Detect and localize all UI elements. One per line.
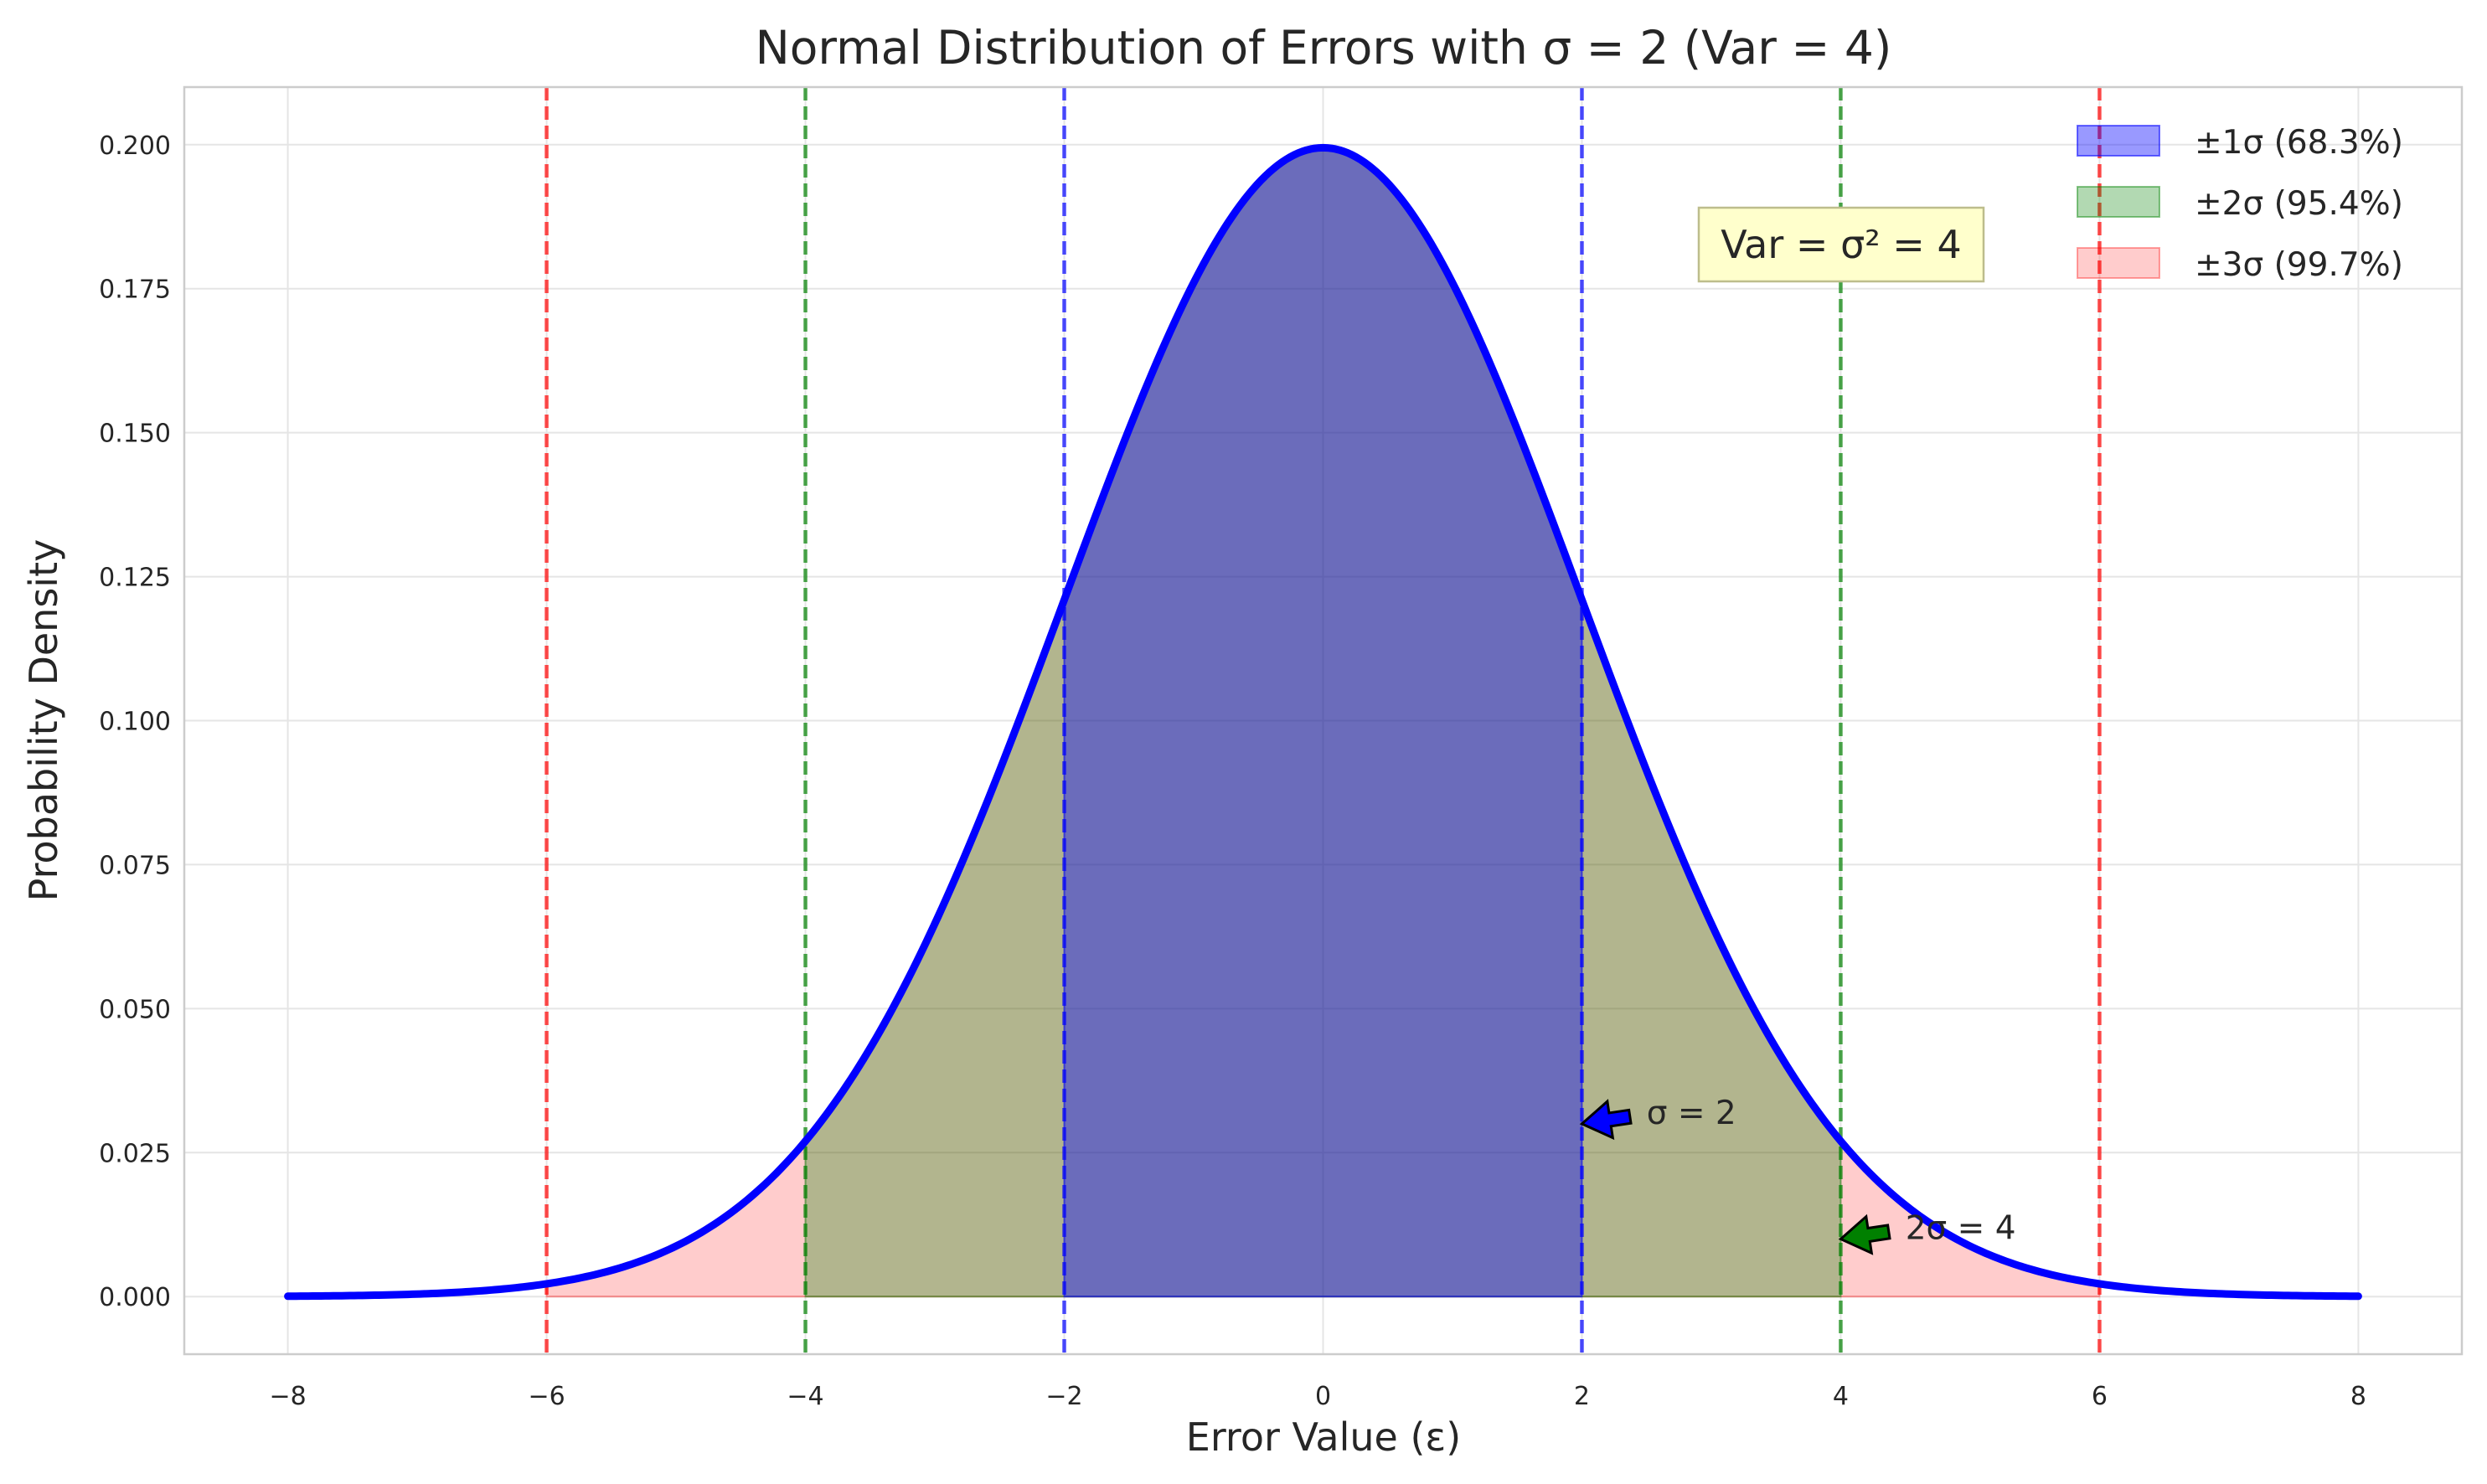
x-ticks: −8 −6 −4 −2 0 2 4 6 8 <box>269 1382 2366 1411</box>
y-ticks: 0.000 0.025 0.050 0.075 0.100 0.125 0.150 0.175… <box>99 131 171 1312</box>
chart-title: Normal Distribution of Errors with σ = 2… <box>756 21 1892 75</box>
y-tick-label: 0.150 <box>99 420 171 449</box>
x-tick-label: −2 <box>1045 1382 1082 1411</box>
annotation-text-1: σ = 2 <box>1647 1095 1736 1132</box>
legend-label-3sigma: ±3σ (99.7%) <box>2195 246 2403 284</box>
annotation-arrow-2 <box>1838 1213 1891 1255</box>
y-tick-label: 0.025 <box>99 1139 171 1168</box>
x-tick-label: −6 <box>528 1382 565 1411</box>
legend-label-2sigma: ±2σ (95.4%) <box>2195 185 2403 223</box>
annotation-text-2: 2σ = 4 <box>1906 1210 2016 1248</box>
curve <box>284 143 2362 1301</box>
y-axis-label: Probability Density <box>21 539 66 902</box>
variance-textbox-bg <box>1697 206 1985 283</box>
legend: ±1σ (68.3%) ±2σ (95.4%) ±3σ (99.7%) <box>2077 124 2403 284</box>
x-tick-label: −8 <box>269 1382 306 1411</box>
x-tick-label: −4 <box>787 1382 823 1411</box>
x-tick-label: 4 <box>1833 1382 1849 1411</box>
y-tick-label: 0.075 <box>99 851 171 880</box>
y-tick-label: 0.175 <box>99 276 171 305</box>
x-tick-label: 0 <box>1315 1382 1331 1411</box>
legend-swatch-3sigma <box>2077 247 2160 279</box>
legend-swatch-2sigma <box>2077 186 2160 218</box>
y-tick-label: 0.125 <box>99 564 171 593</box>
variance-textbox-text: Var = σ² = 4 <box>1721 222 1961 267</box>
y-tick-label: 0.100 <box>99 708 171 737</box>
pdf-curve <box>284 143 2362 1301</box>
legend-label-1sigma: ±1σ (68.3%) <box>2195 124 2403 162</box>
legend-swatch-1sigma <box>2077 125 2160 157</box>
x-tick-label: 8 <box>2350 1382 2366 1411</box>
variance-textbox: Var = σ² = 4 <box>1697 206 1985 283</box>
y-tick-label: 0.050 <box>99 995 171 1024</box>
x-tick-label: 2 <box>1574 1382 1590 1411</box>
annotations: σ = 2 2σ = 4 <box>1579 1095 2016 1255</box>
plot-frame <box>183 85 2464 1356</box>
annotation-arrow-1 <box>1579 1099 1633 1141</box>
y-tick-label: 0.200 <box>99 131 171 161</box>
x-tick-label: 6 <box>2092 1382 2108 1411</box>
y-tick-label: 0.000 <box>99 1283 171 1312</box>
x-axis-label: Error Value (ε) <box>1186 1414 1461 1460</box>
